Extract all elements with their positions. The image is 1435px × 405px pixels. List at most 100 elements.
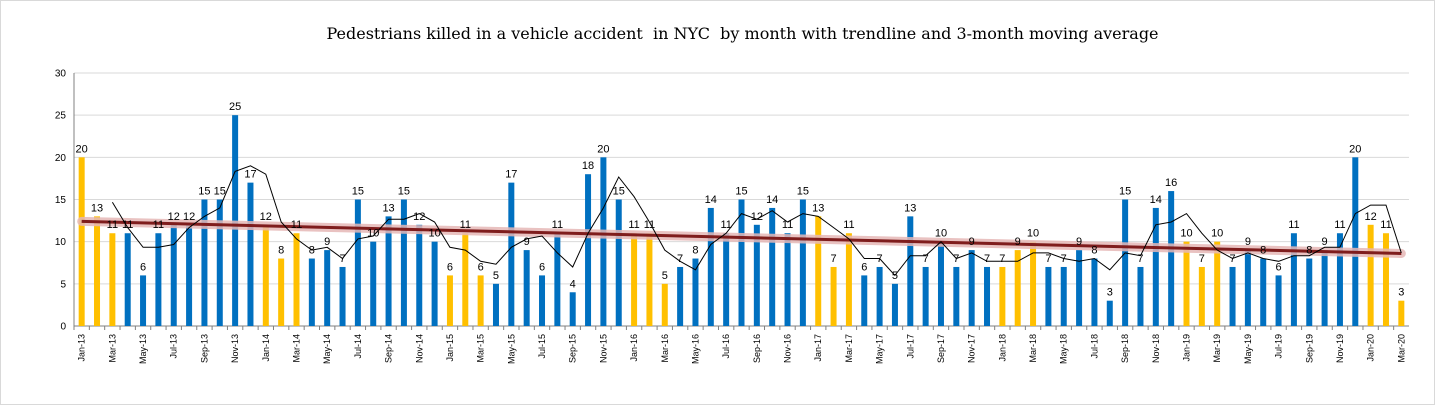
data-label: 7: [1199, 253, 1205, 265]
bar: [539, 275, 546, 326]
data-label: 12: [1365, 211, 1377, 223]
data-label: 7: [984, 253, 990, 265]
data-label: 3: [1107, 287, 1113, 299]
bar: [1030, 241, 1037, 326]
moving-average: [111, 165, 1402, 277]
bar: [646, 233, 653, 326]
x-tick-label: Jan-14: [261, 334, 271, 362]
data-label: 14: [766, 194, 778, 206]
bar: [508, 182, 515, 326]
data-label: 5: [892, 270, 898, 282]
x-tick-label: Jan-16: [629, 334, 639, 362]
bar: [891, 283, 898, 326]
bar: [170, 224, 177, 326]
x-tick-label: Sep-17: [936, 334, 946, 363]
bar: [1091, 258, 1098, 326]
x-tick-label: May-14: [322, 334, 332, 364]
x-tick-label: Jul-16: [721, 334, 731, 359]
data-label: 15: [735, 186, 747, 198]
y-axis: 0 5 10 15 20 25 30: [55, 69, 75, 333]
data-label: 9: [1076, 236, 1082, 248]
bar: [462, 233, 469, 326]
data-label: 3: [1398, 287, 1404, 299]
data-label: 14: [705, 194, 717, 206]
bar: [94, 216, 101, 326]
data-label: 20: [76, 143, 88, 155]
x-tick-label: Jan-19: [1182, 334, 1192, 362]
data-label: 11: [1380, 219, 1391, 231]
bar: [1060, 266, 1067, 326]
bar: [1198, 266, 1205, 326]
x-tick-label: Mar-14: [292, 334, 302, 363]
trendline-line: [81, 219, 1402, 255]
data-label: 15: [352, 186, 364, 198]
data-label: 11: [122, 219, 133, 231]
x-tick-label: Sep-18: [1120, 334, 1130, 363]
x-tick-label: Jul-13: [169, 334, 179, 359]
data-label: 13: [382, 202, 394, 214]
data-label: 6: [478, 261, 484, 273]
data-label: 9: [1245, 236, 1251, 248]
data-label: 7: [999, 253, 1005, 265]
data-label: 10: [935, 228, 947, 240]
bar: [815, 216, 822, 326]
data-label: 12: [413, 211, 425, 223]
bar: [1290, 233, 1297, 326]
bar: [1244, 250, 1251, 326]
data-label: 9: [524, 236, 530, 248]
bar: [692, 258, 699, 326]
bar: [354, 199, 361, 326]
bar: [1382, 233, 1389, 326]
bar: [278, 258, 285, 326]
data-label: 6: [861, 261, 867, 273]
bar: [232, 115, 239, 327]
x-tick-label: Sep-15: [568, 334, 578, 363]
bar: [631, 233, 638, 326]
x-tick-label: Mar-16: [660, 334, 670, 363]
bar: [262, 224, 269, 326]
data-label: 7: [1229, 253, 1235, 265]
bar: [201, 199, 208, 326]
data-label: 7: [923, 253, 929, 265]
x-tick-label: Nov-17: [967, 334, 977, 363]
x-tick-label: Nov-15: [598, 334, 608, 363]
data-label: 10: [1180, 228, 1192, 240]
data-label: 11: [628, 219, 639, 231]
x-tick-label: May-13: [138, 334, 148, 364]
bar: [416, 224, 423, 326]
bar: [446, 275, 453, 326]
data-label: 13: [812, 202, 824, 214]
data-label: 5: [662, 270, 668, 282]
data-label: 11: [1334, 219, 1345, 231]
data-label: 20: [597, 143, 609, 155]
data-label: 7: [339, 253, 345, 265]
bar: [216, 199, 223, 326]
data-label: 5: [493, 270, 499, 282]
y-tick-label: 0: [60, 322, 66, 333]
chart-title: Pedestrians killed in a vehicle accident…: [326, 24, 1159, 43]
bar: [1076, 250, 1083, 326]
bar: [477, 275, 484, 326]
bar: [247, 182, 254, 326]
y-tick-label: 5: [60, 279, 66, 290]
bar: [1260, 258, 1267, 326]
bar: [937, 241, 944, 326]
bar: [984, 266, 991, 326]
data-label: 9: [1015, 236, 1021, 248]
data-label: 7: [953, 253, 959, 265]
x-tick-label: Nov-16: [783, 334, 793, 363]
moving-average-line: [111, 165, 1402, 277]
x-tick-label: Jul-14: [353, 334, 363, 359]
data-label: 11: [107, 219, 118, 231]
bar: [1122, 199, 1129, 326]
bar: [109, 233, 116, 326]
bars: [78, 115, 1405, 327]
bar: [155, 233, 162, 326]
bar: [1137, 266, 1144, 326]
bar: [431, 241, 438, 326]
data-label: 12: [183, 211, 195, 223]
bar: [999, 266, 1006, 326]
